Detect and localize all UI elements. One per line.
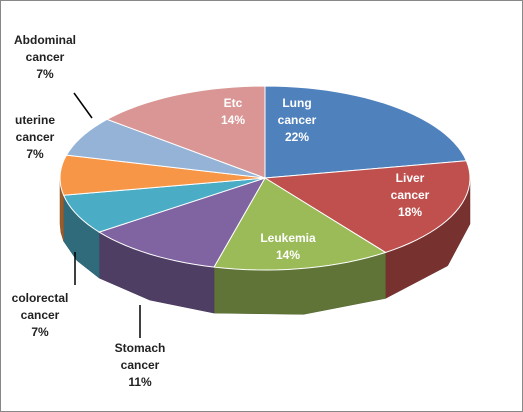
value-label: 7% <box>26 147 44 161</box>
slice-label: Leukemia 14% <box>248 230 328 264</box>
category-label: Lung cancer <box>277 96 317 127</box>
category-label: Liver cancer <box>390 171 430 202</box>
slice-label: Etc 14% <box>213 95 253 129</box>
slice <box>62 177 266 233</box>
slice-label: uterine cancer 7% <box>5 112 65 163</box>
value-label: 22% <box>284 130 310 144</box>
slice <box>97 177 267 268</box>
category-label: Stomach cancer <box>114 341 166 372</box>
value-label: 14% <box>220 113 246 127</box>
value-label: 7% <box>31 325 49 339</box>
value-label: 14% <box>275 248 301 262</box>
slice-label: Stomach cancer 11% <box>100 340 180 391</box>
category-label: Etc <box>223 96 243 110</box>
slice-label: Liver cancer 18% <box>380 170 440 221</box>
value-label: 18% <box>397 205 423 219</box>
category-label: Leukemia <box>260 231 316 245</box>
pie-sides <box>59 177 471 315</box>
slice-label: Lung cancer 22% <box>262 95 332 146</box>
slice-label: Abdominal cancer 7% <box>5 32 85 83</box>
slice <box>65 118 266 179</box>
category-label: Abdominal cancer <box>14 33 76 64</box>
slice <box>264 85 468 179</box>
category-label: colorectal cancer <box>11 291 69 322</box>
slice <box>213 177 387 271</box>
slice <box>105 85 266 179</box>
pie-tops <box>59 85 471 271</box>
leader-line <box>73 92 93 119</box>
slice-label: colorectal cancer 7% <box>0 290 80 341</box>
slice <box>263 160 471 253</box>
value-label: 11% <box>128 375 152 389</box>
value-label: 7% <box>36 67 54 81</box>
slice <box>59 154 266 196</box>
category-label: uterine cancer <box>14 113 55 144</box>
